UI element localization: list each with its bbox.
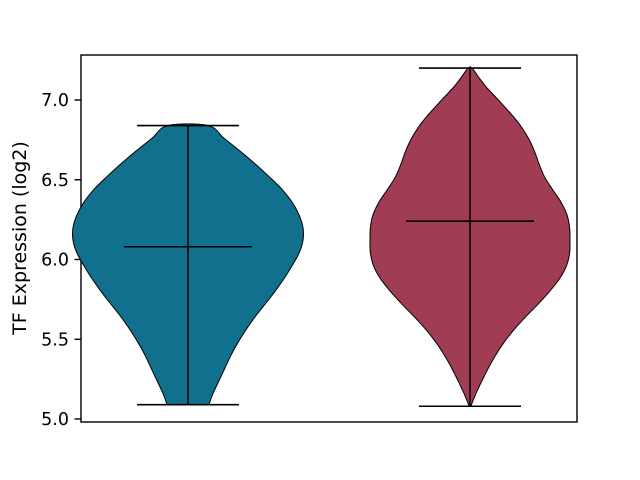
y-tick-label: 7.0 xyxy=(41,91,69,111)
y-tick-label: 6.5 xyxy=(41,171,69,191)
y-tick-label: 5.0 xyxy=(41,410,69,430)
y-tick-label: 5.5 xyxy=(41,330,69,350)
violin-2 xyxy=(369,66,571,408)
y-tick-labels: 5.0 5.5 6.0 6.5 7.0 xyxy=(41,91,69,430)
y-axis-title: TF Expression (log2) xyxy=(9,141,31,336)
violin-bodies xyxy=(71,66,571,408)
y-tick-label: 6.0 xyxy=(41,251,69,271)
violin-1 xyxy=(71,123,305,406)
